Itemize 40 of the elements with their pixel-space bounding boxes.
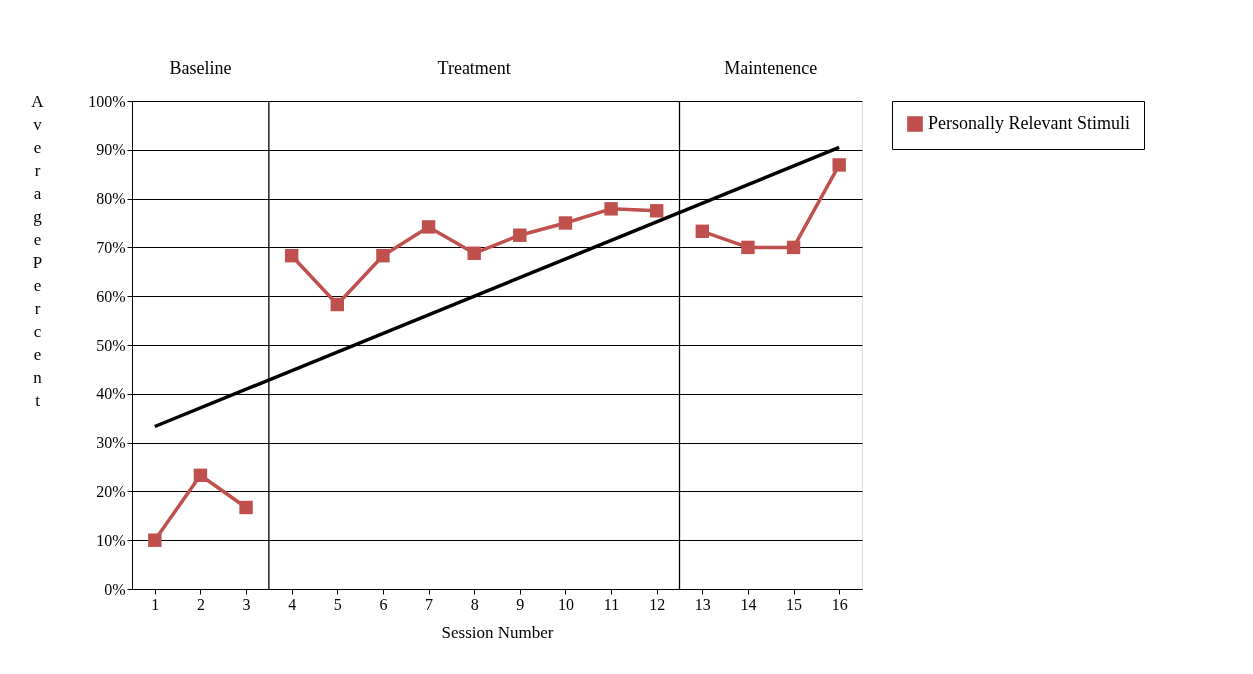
text: Average Percent: [31, 91, 44, 410]
x-tick-label: 12: [649, 595, 666, 613]
x-tick-label: 1: [151, 595, 160, 613]
x-tick-label: 11: [603, 595, 620, 613]
y-tick-label: 60%: [96, 287, 126, 305]
point: [695, 224, 710, 238]
x-tick-label: 9: [516, 595, 525, 613]
x-tick-label: 7: [425, 595, 434, 613]
y-tick-label: 0%: [104, 580, 126, 598]
x-tick-label: 4: [288, 595, 297, 613]
y-tick-label: 100%: [88, 92, 126, 110]
x-tick-label: 3: [242, 595, 251, 613]
y-tick-label: 90%: [96, 141, 126, 159]
x-tick-label: 16: [831, 595, 848, 613]
point: [786, 240, 801, 255]
y-tick-label: 80%: [96, 190, 126, 208]
text: Baseline: [169, 58, 232, 78]
y-tick-label: 70%: [96, 238, 126, 256]
y-tick-label: 50%: [96, 336, 126, 354]
x-tick-label: 14: [740, 595, 757, 613]
x-tick-label: 13: [694, 595, 711, 613]
x-tick-label: 10: [557, 595, 574, 613]
point: [148, 533, 162, 547]
x-tick-label: 5: [333, 595, 342, 613]
legend-label: Personally Relevant Stimuli: [928, 113, 1130, 133]
y-tick-label: 10%: [96, 531, 126, 549]
point: [832, 158, 846, 172]
text: Maintenence: [724, 58, 818, 78]
point: [239, 500, 253, 515]
x-tick-label: 8: [470, 595, 479, 613]
y-tick-label: 40%: [96, 385, 126, 403]
point: [193, 468, 208, 482]
y-tick-label: 20%: [96, 482, 126, 500]
x-axis-title: Session Number: [441, 622, 554, 642]
x-tick-label: 2: [196, 595, 205, 613]
x-tick-label: 6: [379, 595, 388, 613]
point: [741, 240, 755, 255]
text: Treatment: [437, 58, 511, 78]
x-tick-label: 15: [786, 595, 803, 613]
y-tick-label: 30%: [96, 434, 126, 452]
